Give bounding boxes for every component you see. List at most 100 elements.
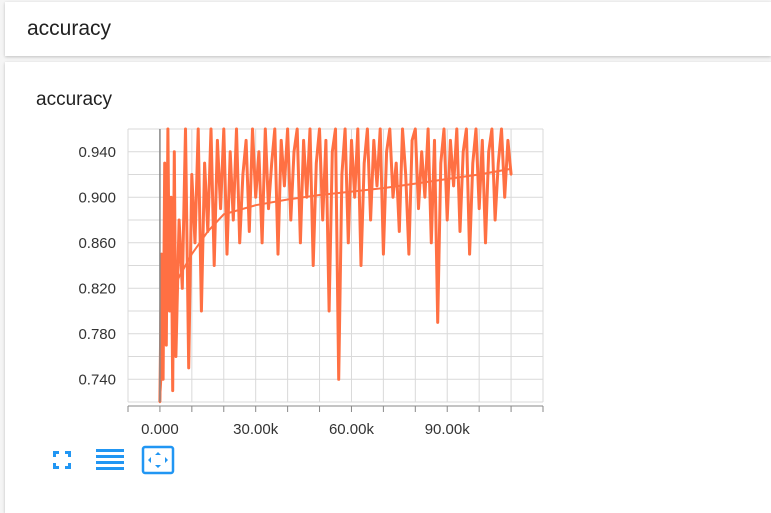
raw-point xyxy=(414,127,417,131)
raw-series xyxy=(158,127,513,404)
fullscreen-button[interactable] xyxy=(45,443,79,477)
raw-point xyxy=(500,127,503,131)
raw-point xyxy=(439,161,443,165)
list-icon xyxy=(96,449,124,470)
raw-point xyxy=(225,252,229,256)
chart-card: accuracy 0.740 0.780 0.820 0.860 0.900 0.940 0… xyxy=(5,62,771,513)
raw-point xyxy=(161,378,165,381)
raw-point xyxy=(420,150,423,153)
raw-point xyxy=(276,252,280,256)
raw-point xyxy=(324,139,328,142)
expand-icon xyxy=(53,451,71,469)
raw-point xyxy=(493,218,497,222)
header-title[interactable]: accuracy xyxy=(27,17,112,40)
raw-point xyxy=(404,173,407,176)
raw-point xyxy=(295,127,299,131)
raw-point xyxy=(311,264,315,267)
raw-point xyxy=(503,196,506,199)
header-bar[interactable]: accuracy xyxy=(5,2,771,56)
fit-domain-button[interactable] xyxy=(141,443,175,477)
raw-point xyxy=(244,139,248,142)
axes: 0.740 0.780 0.820 0.860 0.900 0.940 0.000 30.00… xyxy=(78,129,544,438)
data-table-button[interactable] xyxy=(93,443,127,477)
raw-point xyxy=(430,241,433,244)
raw-point xyxy=(461,150,465,153)
raw-point xyxy=(200,309,203,313)
x-tick-label: 30.00k xyxy=(233,421,279,438)
raw-point xyxy=(264,127,267,131)
raw-point xyxy=(187,366,190,370)
raw-point xyxy=(481,139,484,142)
raw-point xyxy=(458,230,462,233)
raw-point xyxy=(235,127,238,131)
raw-point xyxy=(283,184,286,188)
y-tick-label: 0.860 xyxy=(78,235,116,252)
raw-point xyxy=(222,127,225,131)
raw-point xyxy=(260,241,264,244)
raw-point xyxy=(340,173,344,176)
raw-point xyxy=(382,252,385,256)
raw-point xyxy=(232,218,235,222)
raw-point xyxy=(363,161,366,165)
raw-point xyxy=(305,196,308,199)
raw-point xyxy=(497,161,500,165)
y-tick-label: 0.940 xyxy=(78,144,116,161)
raw-point xyxy=(337,378,340,381)
raw-point xyxy=(375,184,379,188)
raw-point xyxy=(168,309,171,313)
raw-point xyxy=(410,139,414,142)
raw-point xyxy=(423,196,427,199)
raw-point xyxy=(490,127,494,131)
raw-point xyxy=(165,343,168,347)
raw-line xyxy=(158,127,513,403)
accuracy-chart: 0.740 0.780 0.820 0.860 0.900 0.940 0.000 30.00… xyxy=(78,127,544,438)
raw-point xyxy=(506,139,510,142)
raw-point xyxy=(190,173,194,176)
raw-point xyxy=(160,252,163,256)
raw-point xyxy=(280,139,283,142)
raw-point xyxy=(378,127,382,131)
raw-point xyxy=(487,150,490,153)
raw-point xyxy=(212,264,216,267)
raw-point xyxy=(407,252,411,256)
raw-point xyxy=(343,127,347,131)
raw-point xyxy=(474,127,478,131)
raw-point xyxy=(366,127,369,131)
raw-point xyxy=(289,218,293,222)
raw-point xyxy=(273,127,277,131)
raw-point xyxy=(216,139,219,142)
raw-point xyxy=(174,355,178,358)
raw-point xyxy=(171,389,174,392)
raw-point xyxy=(477,207,481,210)
raw-point xyxy=(398,230,401,233)
raw-point xyxy=(286,127,289,131)
raw-point xyxy=(372,139,376,142)
raw-point xyxy=(442,127,446,131)
raw-point xyxy=(471,161,474,165)
y-tick-label: 0.740 xyxy=(78,371,116,388)
raw-point xyxy=(203,161,206,165)
raw-point xyxy=(385,150,388,153)
raw-point xyxy=(327,309,331,313)
raw-point xyxy=(417,207,420,210)
raw-point xyxy=(318,127,321,131)
fit-domain-icon xyxy=(141,445,175,475)
raw-point xyxy=(219,207,222,210)
raw-point xyxy=(177,218,181,222)
raw-point xyxy=(391,196,395,199)
raw-point xyxy=(334,127,337,131)
chart-title: accuracy xyxy=(36,89,113,110)
raw-point xyxy=(350,139,353,142)
raw-point xyxy=(197,127,200,131)
raw-point xyxy=(315,161,318,165)
y-tick-label: 0.820 xyxy=(78,280,116,297)
raw-point xyxy=(173,150,176,153)
raw-point xyxy=(248,230,251,233)
raw-point xyxy=(209,127,213,131)
raw-point xyxy=(321,218,324,222)
raw-point xyxy=(369,218,372,222)
y-tick-label: 0.780 xyxy=(78,326,116,343)
raw-point xyxy=(206,230,210,233)
raw-point xyxy=(353,196,356,199)
raw-point xyxy=(388,127,391,131)
